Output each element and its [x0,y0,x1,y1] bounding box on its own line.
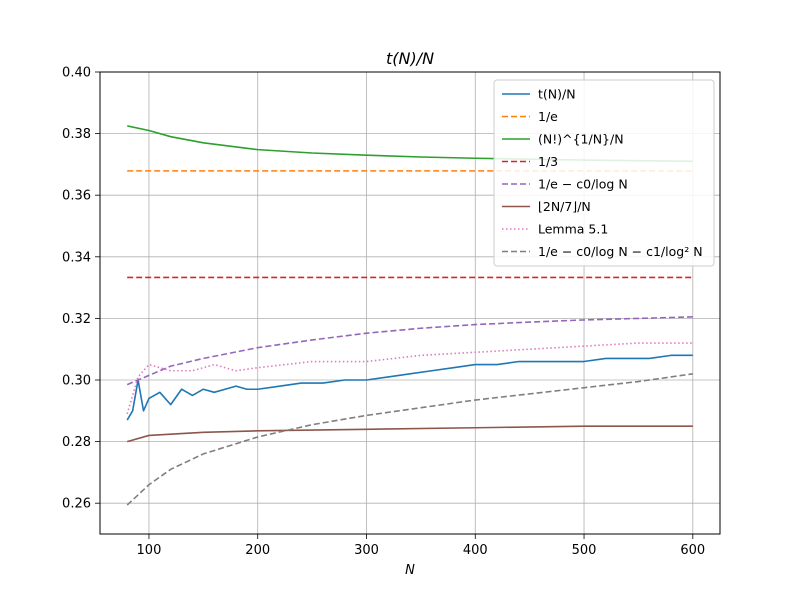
legend: t(N)/N 1/e (N!)^{1/N}/N 1/3 1/e − c0/log N ⌊2… [493,79,715,267]
legend-label-5: 1/e − c0/log N [538,177,628,192]
y-tick-label: 0.40 [62,66,91,81]
y-tick-label: 0.34 [62,250,91,265]
x-tick-label: 300 [354,543,379,558]
x-tick-label: 400 [463,543,488,558]
series-layer [126,125,693,506]
x-tick-label: 200 [245,543,270,558]
legend-label-1: t(N)/N [538,87,576,102]
x-tick-label: 500 [572,543,597,558]
y-tick-label: 0.26 [62,497,91,512]
series-line-8 [126,373,693,506]
x-tick-label: 100 [137,543,162,558]
legend-label-6: ⌊2N/7⌋/N [538,199,591,214]
legend-label-4: 1/3 [538,154,558,169]
legend-label-8: 1/e − c0/log N − c1/log² N [538,244,703,259]
legend-label-3: (N!)^{1/N}/N [538,132,624,147]
plot-frame [99,71,721,535]
chart-title: t(N)/N [386,49,434,68]
y-tick-label: 0.36 [62,189,91,204]
legend-label-7: Lemma 5.1 [538,222,608,237]
ticks: 100 200 300 400 500 600 0.26 0.28 0.30 0.32 0.34 0.… [62,66,705,559]
series-line-6 [126,425,693,443]
y-tick-label: 0.32 [62,312,91,327]
series-line-5 [126,316,693,386]
series-line-1 [126,354,693,421]
y-tick-label: 0.38 [62,127,91,142]
x-axis-title: N [405,563,415,578]
legend-box [493,79,715,267]
x-tick-label: 600 [680,543,705,558]
legend-label-2: 1/e [538,109,558,124]
y-tick-label: 0.30 [62,374,91,389]
y-tick-label: 0.28 [62,435,91,450]
